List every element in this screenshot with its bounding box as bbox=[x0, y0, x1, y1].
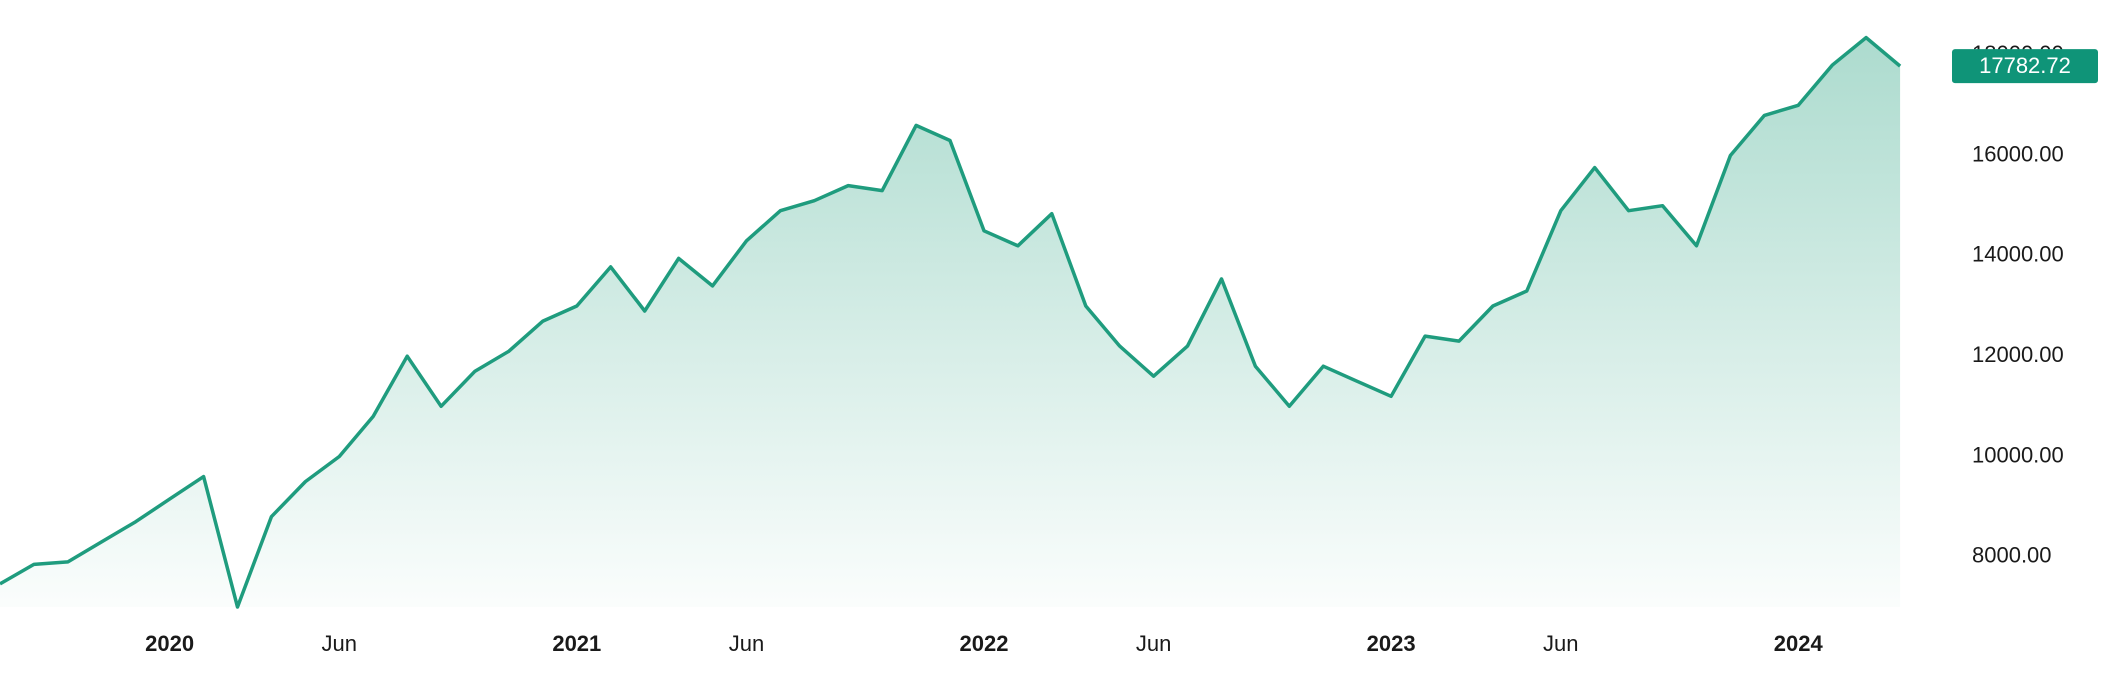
x-tick-label: Jun bbox=[1136, 631, 1171, 656]
price-line bbox=[0, 35, 1902, 609]
y-tick-label: 16000.00 bbox=[1972, 141, 2064, 166]
x-tick-label: 2023 bbox=[1367, 631, 1416, 656]
x-tick-label: Jun bbox=[1543, 631, 1578, 656]
x-tick-label: 2021 bbox=[552, 631, 601, 656]
last-value-label: 17782.72 bbox=[1979, 53, 2071, 78]
y-tick-label: 10000.00 bbox=[1972, 442, 2064, 467]
last-value-box bbox=[1952, 49, 2098, 84]
y-tick-label: 8000.00 bbox=[1972, 543, 2052, 568]
x-tick-label: 2022 bbox=[959, 631, 1008, 656]
x-tick-label: 2020 bbox=[145, 631, 194, 656]
x-tick-label: Jun bbox=[729, 631, 764, 656]
y-tick-label: 14000.00 bbox=[1972, 242, 2064, 267]
x-tick-label: 2024 bbox=[1774, 631, 1824, 656]
area-fill bbox=[0, 37, 1901, 608]
x-tick-label: Jun bbox=[322, 631, 357, 656]
y-tick-label: 12000.00 bbox=[1972, 342, 2064, 367]
